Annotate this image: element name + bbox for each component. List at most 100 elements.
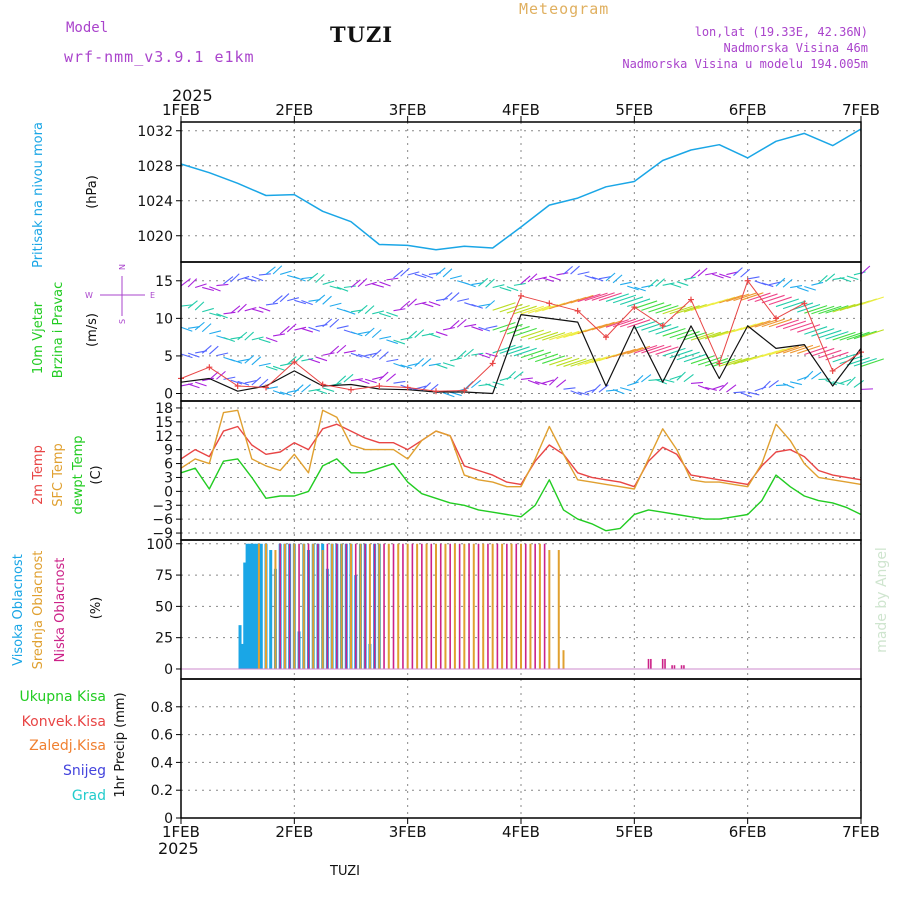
wind-arrow [379,281,391,287]
wind-arrow [322,280,335,285]
wind-arrow [619,318,644,328]
wind-arrow [662,327,686,337]
wind-arrow [534,353,559,363]
wind-arrow [860,358,884,367]
watermark: made by Angel [874,547,890,653]
wind-arrow [251,376,262,386]
wind-speed-line [180,314,862,395]
cloud-label-niska: Niska Oblacnost [53,558,68,663]
cloud-bar [482,543,485,669]
wind-arrow [464,282,476,288]
wind-arrow [627,345,651,355]
y-tick-label: 0.6 [151,728,173,744]
x-tick-label-bottom: 3FEB [389,823,427,841]
wind-arrow [825,351,849,361]
gust-marker [574,307,581,314]
wind-arrow [492,302,516,311]
wind-arrow [223,276,234,285]
wind-arrow [676,331,700,340]
wind-arrow [542,332,566,341]
cloud-bar [506,543,508,669]
y-tick-label: 0 [164,811,173,827]
wind-arrow [379,312,391,318]
wind-arrow [421,332,434,337]
wind-arrow [463,381,474,391]
wind-arrow [655,305,679,314]
x-tick-label-top: 1FEB [162,101,200,119]
wind-arrow [832,277,845,281]
wind-arrow [782,278,793,288]
wind-arrow [676,351,700,361]
wind-arrow [308,388,321,392]
y-tick-label: 1020 [137,229,173,245]
wind-arrow [386,311,398,317]
wind-arrow [683,373,694,383]
cloud-bar [250,543,254,669]
wind-arrow [712,358,736,367]
wind-arrow [336,325,349,329]
wind-arrow [265,266,276,275]
wind-arrow [782,383,795,389]
wind-arrow [683,276,696,281]
wind-arrow [563,265,573,275]
cloud-bar [501,543,504,669]
wind-arrow [506,286,519,292]
gust-marker [744,277,751,284]
cloud-bar [472,543,475,669]
wind-arrow [343,373,354,383]
wind-arrow [336,375,347,385]
elevation-text: Nadmorska Visina 46m [723,41,869,55]
wind-arrow [669,375,682,380]
cloud-bar [378,543,381,669]
x-tick-label-top: 6FEB [729,101,767,119]
x-tick-label-bottom: 4FEB [502,823,540,841]
wind-arrow [726,384,737,393]
wind-arrow [407,271,420,276]
wind-arrow [619,346,644,356]
wind-arrow [797,303,821,313]
cloud-label-srednja: Srednja Oblacnost [31,551,46,670]
model-name: wrf-nmm_v3.9.1 e1km [64,48,255,66]
wind-arrow [768,296,792,306]
gust-marker [546,300,553,307]
wind-arrow [697,267,708,277]
wind-arrow [577,357,601,367]
wind-arrow [209,312,222,317]
wind-arrow [471,352,484,356]
gust-marker [291,358,298,365]
x-tick-label-top: 4FEB [502,101,540,119]
cloud-bar [421,543,423,669]
wind-arrow [570,358,594,367]
cloud-bar [373,543,376,669]
compass-e: E [150,291,155,300]
wind-label-1: 10m Vjetar [31,301,46,374]
wind-arrow [450,275,462,280]
precip-label-snijeg: Snijeg [63,763,106,779]
wind-arrow [350,352,363,358]
wind-arrow [435,267,446,276]
wind-arrow [542,277,554,282]
cloud-bar [397,543,400,669]
cloud-bar [650,658,652,669]
wind-arrow [605,319,629,328]
wind-arrow [350,279,361,288]
wind-arrow [832,381,845,385]
cloud-bar [298,543,300,669]
wind-arrow [598,320,622,329]
wind-arrow [598,292,622,302]
cloud-bar [524,543,527,669]
wind-arrow [669,329,693,339]
wind-arrow [705,386,717,391]
wind-arrow [449,320,460,329]
cloud-bar [392,543,395,669]
wind-arrow [747,391,760,396]
y-tick-label: 12 [155,429,173,445]
wind-arrow [712,273,724,279]
wind-arrow [726,271,739,276]
x-tick-label-top: 2FEB [275,101,313,119]
wind-arrow [719,358,743,367]
wind-arrow [527,379,540,385]
wind-arrow [350,378,363,382]
precip-label-konvek: Konvek.Kisa [22,714,106,730]
wind-arrow [272,265,283,275]
